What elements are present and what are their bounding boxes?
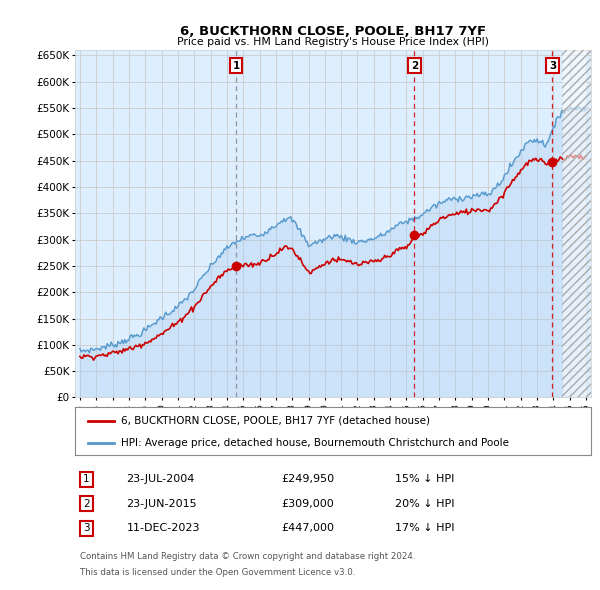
Text: 2: 2 [83, 499, 89, 509]
Text: 3: 3 [83, 523, 89, 533]
Text: 15% ↓ HPI: 15% ↓ HPI [395, 474, 454, 484]
Text: 1: 1 [232, 61, 239, 71]
Text: HPI: Average price, detached house, Bournemouth Christchurch and Poole: HPI: Average price, detached house, Bour… [121, 438, 509, 448]
Text: 20% ↓ HPI: 20% ↓ HPI [395, 499, 454, 509]
Text: Price paid vs. HM Land Registry's House Price Index (HPI): Price paid vs. HM Land Registry's House … [177, 37, 489, 47]
Text: 11-DEC-2023: 11-DEC-2023 [127, 523, 200, 533]
Text: 23-JUL-2004: 23-JUL-2004 [127, 474, 195, 484]
Text: 23-JUN-2015: 23-JUN-2015 [127, 499, 197, 509]
Text: £249,950: £249,950 [281, 474, 335, 484]
Text: 17% ↓ HPI: 17% ↓ HPI [395, 523, 454, 533]
Text: Contains HM Land Registry data © Crown copyright and database right 2024.: Contains HM Land Registry data © Crown c… [80, 552, 416, 561]
Text: This data is licensed under the Open Government Licence v3.0.: This data is licensed under the Open Gov… [80, 568, 356, 578]
Text: 3: 3 [549, 61, 556, 71]
Text: 6, BUCKTHORN CLOSE, POOLE, BH17 7YF (detached house): 6, BUCKTHORN CLOSE, POOLE, BH17 7YF (det… [121, 416, 430, 425]
Text: 6, BUCKTHORN CLOSE, POOLE, BH17 7YF: 6, BUCKTHORN CLOSE, POOLE, BH17 7YF [180, 25, 486, 38]
Text: 2: 2 [410, 61, 418, 71]
Text: £309,000: £309,000 [281, 499, 334, 509]
Text: £447,000: £447,000 [281, 523, 334, 533]
Bar [562, 24, 594, 398]
Text: 1: 1 [83, 474, 89, 484]
